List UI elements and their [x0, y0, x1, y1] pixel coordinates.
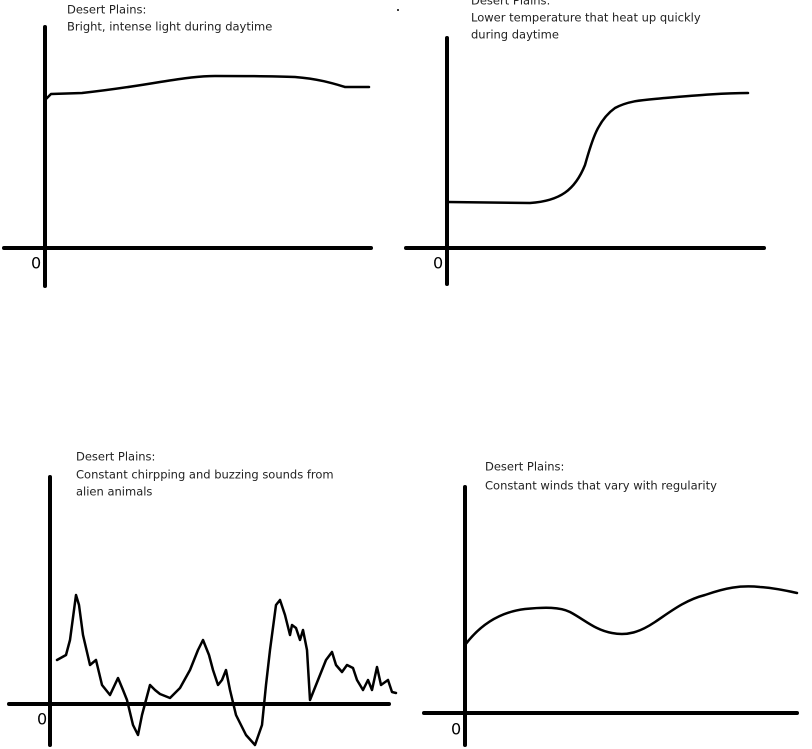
curve — [55, 593, 398, 747]
panel-description: Constant winds that vary with regularity — [485, 479, 717, 493]
panel-description: Lower temperature that heat up quickly — [471, 11, 701, 25]
panel: Desert Plains: Constant winds that vary … — [422, 460, 799, 747]
panel-description: during daytime — [471, 28, 559, 42]
dot — [397, 9, 399, 11]
panel-description: Constant chirpping and buzzing sounds fr… — [76, 468, 334, 482]
panel-title: Desert Plains: — [67, 3, 146, 17]
origin-label: 0 — [451, 720, 461, 739]
panel: Desert Plains: Lower temperature that he… — [404, 0, 766, 286]
panel-title: Desert Plains: — [485, 460, 564, 474]
curve — [445, 91, 750, 205]
panel: Desert Plains: Constant chirpping and bu… — [7, 450, 398, 747]
origin-label: 0 — [433, 254, 443, 273]
panel-description: Bright, intense light during daytime — [67, 20, 272, 34]
origin-label: 0 — [37, 710, 47, 729]
curve — [43, 74, 371, 102]
panel: Desert Plains: Bright, intense light dur… — [2, 3, 373, 288]
panel-title: Desert Plains: — [471, 0, 550, 8]
panel-description: alien animals — [76, 485, 152, 499]
origin-label: 0 — [31, 254, 41, 273]
panel-title: Desert Plains: — [76, 450, 155, 464]
curve — [463, 585, 799, 647]
